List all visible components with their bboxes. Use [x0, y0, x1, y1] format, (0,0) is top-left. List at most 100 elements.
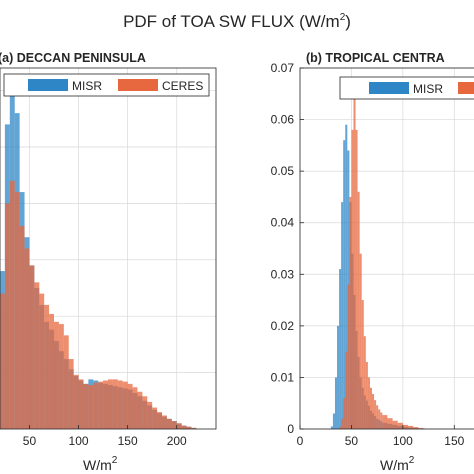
- histogram-bar-a-ceres: [34, 282, 40, 429]
- histogram-bar-a-ceres: [98, 381, 104, 429]
- histogram-bar-a-ceres: [157, 412, 162, 429]
- histogram-bar-b-misr: [345, 124, 348, 429]
- legend-a-ceres-label: CERES: [162, 79, 203, 93]
- histogram-bar-b-ceres: [382, 415, 388, 429]
- histogram-bar-a-ceres: [63, 335, 69, 429]
- legend-a-ceres-swatch: [118, 79, 158, 91]
- histogram-bar-b-ceres: [418, 427, 424, 429]
- x-tick-label: 200: [167, 434, 187, 448]
- histogram-bar-a-ceres: [166, 418, 172, 429]
- x-tick-label: 100: [393, 434, 413, 448]
- histogram-bar-b-ceres: [408, 425, 414, 429]
- legend-a-misr-label: MISR: [72, 79, 102, 93]
- panel-b-ticks: 0 50 100 150 0 0.01 0.02 0.03 0.04 0.05 0.06 0.07: [271, 61, 465, 448]
- y-tick-label: 0.01: [271, 370, 295, 384]
- histogram-bar-a-ceres: [58, 324, 64, 429]
- histogram-bar-b-ceres: [372, 393, 375, 429]
- histogram-bar-a-ceres: [108, 379, 113, 429]
- histogram-bar-a-ceres: [39, 293, 45, 429]
- panel-a-title: (a) DECCAN PENINSULA: [0, 51, 146, 65]
- panel-a-legend: MISR CERES: [3, 73, 210, 97]
- histogram-bar-a-ceres: [117, 380, 123, 429]
- histogram-bar-b-ceres: [349, 196, 352, 429]
- histogram-bar-b-ceres: [351, 129, 354, 429]
- legend-b-misr-label: MISR: [413, 82, 443, 96]
- histogram-bar-b-ceres: [380, 412, 383, 429]
- histogram-bar-b-ceres: [374, 400, 377, 429]
- histogram-bar-b-ceres: [347, 284, 350, 429]
- histogram-bar-a-ceres: [112, 379, 118, 429]
- y-tick-label: 0.07: [271, 61, 295, 75]
- x-tick-label: 150: [118, 434, 138, 448]
- histogram-bar-b-ceres: [345, 351, 348, 429]
- panel-a: (a) DECCAN PENINSULA 50 100 150 200 MISR CE…: [0, 51, 217, 473]
- y-tick-label: 0.02: [271, 319, 295, 333]
- histogram-bar-a-ceres: [54, 321, 59, 429]
- panel-b-bars: [330, 98, 426, 429]
- histogram-bar-b-ceres: [339, 426, 342, 429]
- histogram-bar-a-ceres: [49, 313, 54, 429]
- panel-a-bars: [0, 90, 197, 429]
- histogram-bar-b-ceres: [355, 129, 358, 429]
- histogram-bar-b-ceres: [413, 426, 419, 429]
- panel-b: (b) TROPICAL CENTRA 0 50 100 150 0 0.01 0.02 0.…: [271, 51, 474, 473]
- histogram-bar-a-ceres: [14, 192, 20, 429]
- histogram-bar-a-ceres: [152, 407, 158, 429]
- y-tick-label: 0.05: [271, 164, 295, 178]
- y-tick-label: 0.04: [271, 216, 295, 230]
- histogram-bar-a-ceres: [68, 359, 74, 429]
- histogram-bar-a-ceres: [4, 203, 10, 429]
- x-tick-label: 0: [297, 434, 304, 448]
- histogram-bar-a-ceres: [137, 391, 143, 429]
- histogram-bar-a-ceres: [147, 401, 153, 429]
- histogram-bar-a-ceres: [9, 180, 15, 429]
- histogram-bar-b-ceres: [378, 409, 381, 429]
- histogram-bar-b-ceres: [353, 98, 356, 429]
- y-tick-label: 0: [287, 422, 294, 436]
- y-tick-label: 0.03: [271, 267, 295, 281]
- figure-title: PDF of TOA SW FLUX (W/m2): [123, 12, 351, 31]
- panel-a-axes-box: [0, 67, 217, 430]
- histogram-bar-b-ceres: [392, 420, 398, 429]
- histogram-bar-a-ceres: [176, 423, 182, 429]
- histogram-bar-a-ceres: [132, 387, 138, 429]
- histogram-bar-a-ceres: [142, 396, 148, 429]
- histogram-bar-a-ceres: [44, 304, 50, 429]
- histogram-bar-a-ceres: [186, 426, 192, 429]
- histogram-bar-b-misr: [343, 140, 346, 429]
- histogram-bar-b-ceres: [361, 300, 364, 429]
- x-tick-label: 50: [23, 434, 37, 448]
- histogram-bar-b-ceres: [387, 418, 393, 429]
- histogram-bar-a-ceres: [78, 379, 84, 429]
- histogram-bar-a-ceres: [191, 427, 197, 429]
- histogram-bar-a-ceres: [171, 421, 177, 429]
- histogram-bar-b-ceres: [359, 253, 362, 429]
- histogram-bar-b-misr: [337, 325, 340, 429]
- histogram-bar-b-misr: [330, 426, 333, 429]
- legend-b-misr-swatch: [369, 82, 409, 94]
- histogram-bar-b-ceres: [357, 191, 360, 429]
- panel-b-legend: MISR: [339, 76, 474, 100]
- legend-a-misr-swatch: [28, 79, 68, 91]
- panel-b-xlabel: W/m2: [380, 455, 415, 473]
- histogram-bar-a-ceres: [127, 383, 133, 429]
- histogram-bar-b-ceres: [367, 377, 370, 429]
- histogram-bar-a-ceres: [24, 248, 30, 429]
- histogram-bar-b-ceres: [376, 405, 379, 429]
- histogram-bar-b-ceres: [365, 361, 368, 429]
- histogram-bar-b-misr: [334, 377, 338, 429]
- histogram-bar-b-misr: [339, 269, 342, 429]
- y-tick-label: 0.06: [271, 113, 295, 127]
- histogram-bar-a-ceres: [93, 382, 99, 429]
- histogram-bar-b-ceres: [397, 422, 403, 429]
- histogram-bar-b-ceres: [369, 387, 372, 429]
- histogram-bar-b-misr: [341, 202, 344, 429]
- panel-b-plot-area: [300, 68, 474, 429]
- histogram-bar-a-ceres: [83, 383, 89, 429]
- histogram-bar-a-ceres: [122, 381, 128, 429]
- histogram-bar-b-misr: [332, 413, 335, 429]
- histogram-bar-a-ceres: [29, 265, 35, 429]
- histogram-bar-a-ceres: [73, 374, 79, 429]
- histogram-bar-a-ceres: [103, 380, 108, 429]
